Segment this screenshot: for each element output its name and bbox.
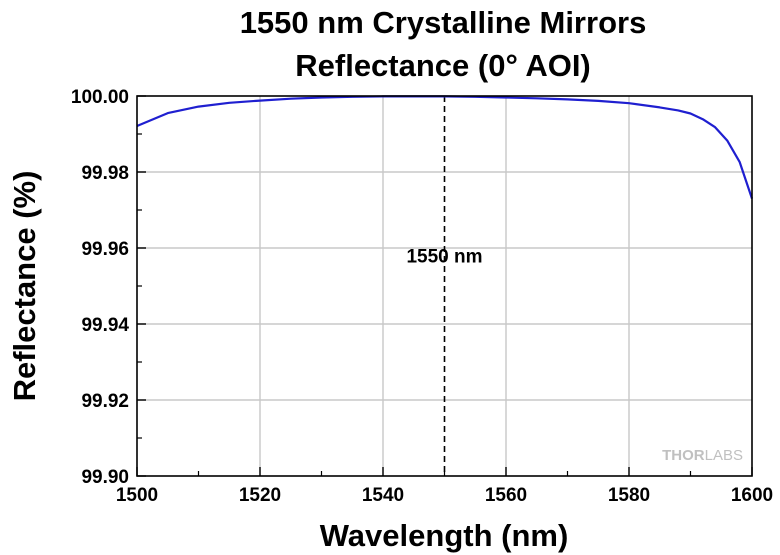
x-tick-label: 1540	[362, 485, 404, 506]
plot-frame	[136, 95, 753, 477]
chart-title-line2: Reflectance (0° AOI)	[295, 48, 591, 83]
x-tick-label: 1600	[731, 485, 773, 506]
y-tick-labels: 100.00 99.98 99.96 99.94 99.92 99.90	[71, 87, 130, 488]
y-tick-label: 99.96	[81, 239, 129, 260]
y-tick-label: 99.92	[81, 391, 129, 412]
wavelength-marker-label: 1550 nm	[406, 247, 482, 268]
thorlabs-logo: THORLABS	[662, 447, 743, 464]
chart-title-line1: 1550 nm Crystalline Mirrors	[240, 5, 647, 40]
x-tick-label: 1580	[608, 485, 650, 506]
x-axis-label: Wavelength (nm)	[320, 518, 569, 553]
annotations: 1550 nm	[406, 96, 483, 476]
x-tick-label: 1500	[116, 485, 158, 506]
y-tick-label: 100.00	[71, 87, 129, 108]
data-series	[136, 95, 754, 199]
logo-text-light: LABS	[705, 447, 743, 464]
x-tick-label: 1520	[239, 485, 281, 506]
y-tick-label: 99.98	[81, 163, 129, 184]
x-tick-label: 1560	[485, 485, 527, 506]
x-tick-labels: 1500 1520 1540 1560 1580 1600	[116, 485, 773, 506]
reflectance-series-line	[136, 95, 754, 199]
logo-text-bold: THOR	[662, 447, 705, 464]
y-axis-label: Reflectance (%)	[7, 171, 42, 402]
y-tick-label: 99.90	[81, 467, 129, 488]
y-tick-label: 99.94	[81, 315, 129, 336]
